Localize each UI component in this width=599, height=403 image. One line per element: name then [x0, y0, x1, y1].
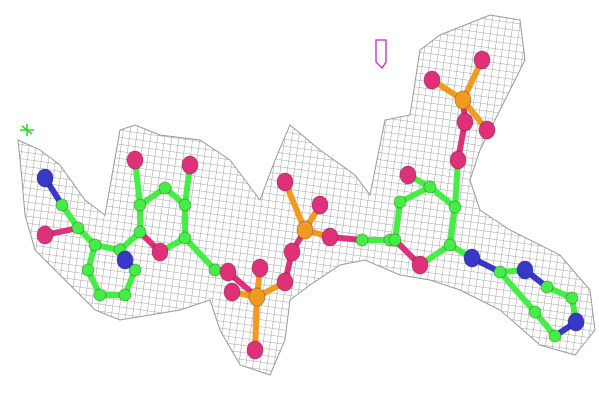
bond [182, 235, 218, 273]
atom [478, 120, 496, 140]
atom [516, 260, 534, 280]
atom [55, 198, 69, 212]
atom [128, 263, 142, 277]
atom [296, 220, 314, 240]
atom [178, 231, 192, 245]
atom [443, 238, 457, 252]
atom [567, 312, 585, 332]
atom [118, 288, 132, 302]
atom [449, 150, 467, 170]
atom [223, 282, 241, 302]
atom [463, 248, 481, 268]
atom [36, 168, 54, 188]
atom [133, 225, 147, 239]
atom [423, 70, 441, 90]
atom [248, 287, 266, 307]
atom [181, 155, 199, 175]
bond [497, 269, 538, 315]
bond [447, 204, 458, 248]
atom [473, 50, 491, 70]
atom [81, 263, 95, 277]
atom [88, 238, 102, 252]
atom [411, 255, 429, 275]
atom [283, 242, 301, 262]
atom [151, 242, 169, 262]
atom [548, 329, 562, 343]
atom [321, 227, 339, 247]
atoms [36, 50, 585, 360]
atom [388, 233, 402, 247]
marker-magenta [375, 39, 387, 70]
atom [36, 225, 54, 245]
atom [219, 262, 237, 282]
atom [399, 165, 417, 185]
atom [116, 250, 134, 270]
density-mesh [17, 14, 596, 376]
bond [392, 199, 403, 243]
atom [565, 291, 579, 305]
atom [93, 288, 107, 302]
marker-green [20, 124, 34, 136]
atom [246, 340, 264, 360]
atom [251, 258, 269, 278]
atom [71, 221, 85, 235]
atom [355, 233, 369, 247]
atom [158, 181, 172, 195]
atom [454, 90, 472, 110]
atom [393, 195, 407, 209]
atom [208, 263, 222, 277]
atom [133, 198, 147, 212]
atom [311, 195, 329, 215]
atom [528, 305, 542, 319]
atom [276, 272, 294, 292]
atom [423, 180, 437, 194]
atom [276, 172, 294, 192]
atom [540, 280, 554, 294]
atom [178, 198, 192, 212]
atom [126, 150, 144, 170]
atom [448, 200, 462, 214]
atom [493, 265, 507, 279]
atom [456, 112, 474, 132]
